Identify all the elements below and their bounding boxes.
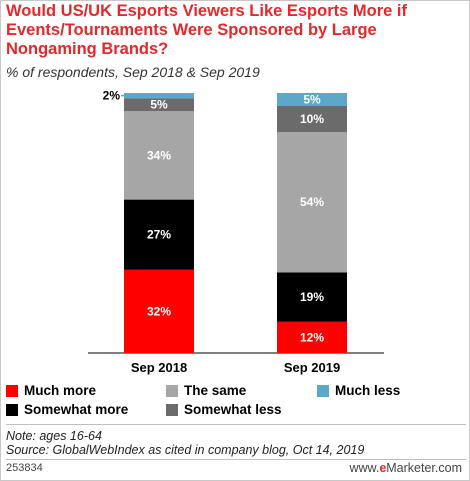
bar-segment-much-more-1 (124, 269, 194, 353)
chart-id: 253834 (6, 462, 43, 474)
bar-label-somewhat-less-1: 5% (150, 98, 168, 112)
brand-prefix: www. (349, 461, 380, 475)
bar-label-much-less-2: 5% (303, 93, 321, 107)
notes-divider (6, 424, 466, 425)
bar-label-the-same-1: 34% (147, 148, 171, 162)
legend-item-much-more: Much more (6, 383, 96, 398)
legend-label-somewhat-more: Somewhat more (24, 402, 129, 417)
legend-swatch-much-less (317, 384, 329, 397)
bar-segment-somewhat-less-2 (277, 106, 347, 132)
bar-label-much-less-1: 2% (103, 89, 121, 103)
bar-segment-much-less-2 (277, 93, 347, 106)
chart-title: Would US/UK Esports Viewers Like Esports… (6, 2, 407, 58)
legend-swatch-much-more (6, 384, 18, 397)
brand-url[interactable]: www.eMarketer.com (349, 461, 462, 475)
legend-item-much-less: Much less (317, 383, 400, 398)
legend-label-the-same: The same (184, 383, 247, 398)
legend-swatch-the-same (166, 384, 178, 397)
note-text: Note: ages 16-64 (6, 429, 102, 443)
footer-divider (6, 459, 466, 460)
bar-label-the-same-2: 54% (300, 195, 324, 209)
chart-subtitle: % of respondents, Sep 2018 & Sep 2019 (6, 64, 260, 80)
bar-segment-somewhat-more-2 (277, 272, 347, 322)
bar-segment-somewhat-less-1 (124, 98, 194, 112)
x-tick-label-1: Sep 2018 (131, 360, 187, 375)
bar-segment-the-same-1 (124, 111, 194, 200)
bar-segment-much-more-2 (277, 321, 347, 353)
legend-item-somewhat-more: Somewhat more (6, 402, 128, 417)
legend-item-somewhat-less: Somewhat less (166, 402, 282, 417)
brand-e: e (379, 461, 387, 475)
source-text: Source: GlobalWebIndex as cited in compa… (6, 443, 365, 457)
bar-label-somewhat-more-2: 19% (300, 290, 324, 304)
legend-label-somewhat-less: Somewhat less (184, 402, 282, 417)
legend-swatch-somewhat-less (166, 403, 178, 416)
legend-item-the-same: The same (166, 383, 246, 398)
bar-label-somewhat-more-1: 27% (147, 228, 171, 242)
legend-label-much-more: Much more (24, 383, 97, 398)
bar-label-somewhat-less-2: 10% (300, 112, 324, 126)
legend-swatch-somewhat-more (6, 403, 18, 416)
brand-name: Marketer (386, 461, 435, 475)
bar-label-much-more-1: 32% (147, 304, 171, 318)
bar-segment-somewhat-more-1 (124, 199, 194, 270)
bar-segment-much-less-1 (124, 93, 194, 99)
x-tick-label-2: Sep 2019 (284, 360, 340, 375)
legend-label-much-less: Much less (335, 383, 401, 398)
brand-suffix: .com (434, 461, 462, 475)
bar-label-much-more-2: 12% (300, 330, 324, 344)
bar-segment-the-same-2 (277, 132, 347, 273)
